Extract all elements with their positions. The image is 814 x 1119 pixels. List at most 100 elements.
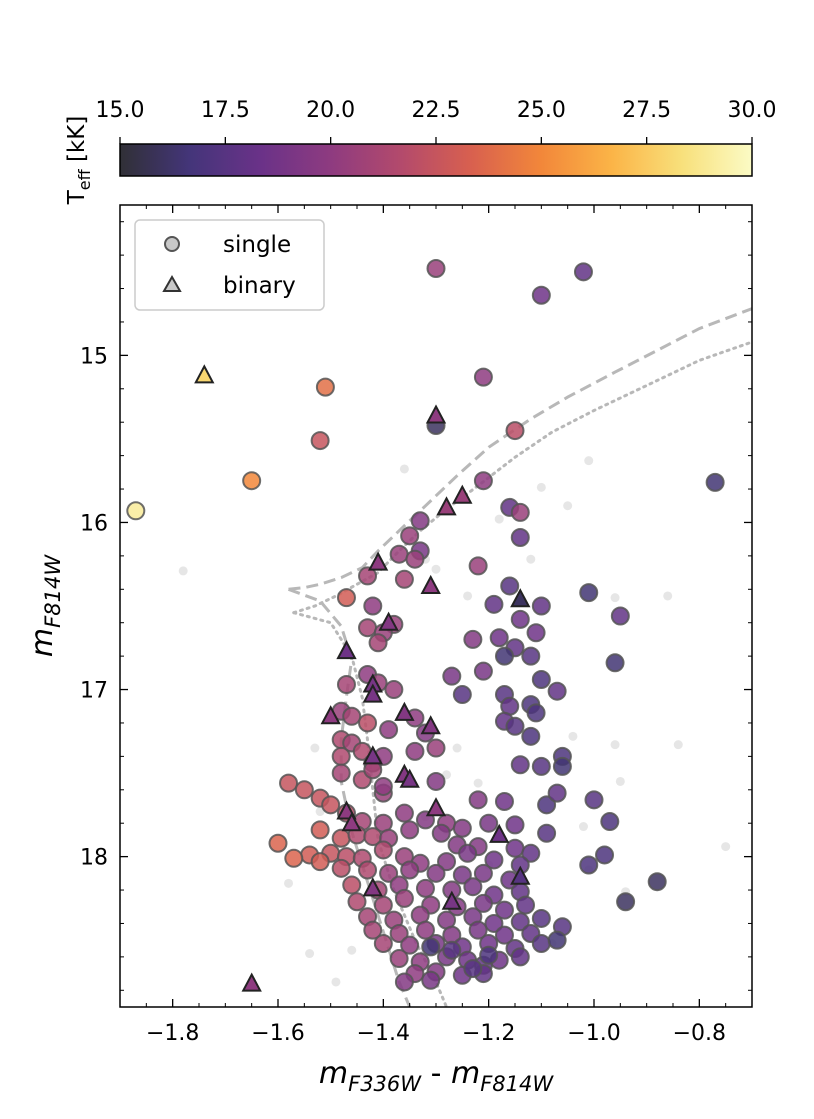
single-star-point — [358, 713, 378, 733]
single-star-point — [431, 823, 451, 843]
single-star-point — [531, 908, 551, 928]
background-point — [399, 464, 409, 474]
binary-star-point — [420, 574, 441, 594]
single-star-point — [510, 755, 530, 775]
colorbar-tick-label: 30.0 — [728, 98, 777, 123]
single-star-point — [479, 945, 499, 965]
single-star-point — [294, 780, 314, 800]
single-star-point — [284, 848, 304, 868]
single-star-point — [531, 596, 551, 616]
background-point — [673, 740, 683, 750]
single-star-point — [321, 795, 341, 815]
single-star-point — [363, 596, 383, 616]
single-star-point — [452, 865, 472, 885]
single-star-point — [510, 947, 530, 967]
x-tick-label: −1.0 — [567, 1021, 620, 1046]
single-star-point — [473, 661, 493, 681]
single-star-point — [510, 609, 530, 629]
background-point — [663, 591, 673, 601]
binary-star-point — [241, 972, 262, 992]
isochrone-dashed — [288, 307, 752, 591]
x-tick-label: −1.4 — [357, 1021, 410, 1046]
binary-star-point — [320, 705, 341, 725]
single-star-point — [531, 285, 551, 305]
single-star-point — [579, 583, 599, 603]
single-star-point — [437, 852, 457, 872]
binary-star-point — [441, 890, 462, 910]
colorbar: 15.0 17.5 20.0 22.5 25.0 27.5 30.0 Teff [kK] — [64, 98, 776, 205]
single-star-point — [373, 895, 393, 915]
binary-star-point — [362, 745, 383, 765]
background-point — [494, 514, 504, 524]
single-star-point — [484, 913, 504, 933]
single-star-point — [600, 812, 620, 832]
single-star-point — [394, 888, 414, 908]
single-star-point — [537, 795, 557, 815]
x-axis-title-sub1: F336W — [348, 1072, 422, 1096]
x-axis-ticks: −1.8 −1.6 −1.4 −1.2 −1.0 −0.8 — [119, 205, 753, 1046]
binary-star-point — [510, 865, 531, 885]
colorbar-label: Teff [kK] — [64, 116, 94, 206]
single-star-point — [400, 526, 420, 546]
background-point — [431, 564, 441, 574]
background-point — [610, 740, 620, 750]
single-star-point — [484, 594, 504, 614]
single-star-point — [415, 878, 435, 898]
background-point — [310, 743, 320, 753]
single-star-point — [331, 858, 351, 878]
binary-star-point — [452, 484, 473, 504]
single-star-point — [315, 377, 335, 397]
single-star-point — [521, 843, 541, 863]
background-point — [347, 945, 357, 955]
single-star-point — [400, 820, 420, 840]
y-tick-label: 15 — [80, 344, 108, 369]
single-star-point — [342, 875, 362, 895]
single-star-point — [400, 860, 420, 880]
colorbar-label-sub: eff — [75, 168, 94, 190]
single-star-point — [579, 855, 599, 875]
single-star-point — [463, 959, 483, 979]
single-star-point — [389, 923, 409, 943]
x-axis-title-sub2: F814W — [480, 1072, 554, 1096]
single-star-point — [279, 773, 299, 793]
single-star-point — [452, 685, 472, 705]
x-tick-label: −1.6 — [251, 1021, 304, 1046]
single-star-point — [336, 588, 356, 608]
single-star-point — [521, 726, 541, 746]
single-star-point — [494, 791, 514, 811]
single-star-point — [442, 940, 462, 960]
x-axis-title-sep: - — [421, 1056, 451, 1091]
single-star-point — [363, 920, 383, 940]
single-star-point — [394, 569, 414, 589]
binary-star-point — [362, 877, 383, 897]
single-star-point — [505, 815, 525, 835]
single-star-point — [368, 633, 388, 653]
single-star-point — [584, 790, 604, 810]
single-star-point — [484, 850, 504, 870]
single-star-point — [400, 935, 420, 955]
background-point — [610, 593, 620, 603]
single-star-point — [426, 771, 446, 791]
binary-star-point — [425, 404, 447, 424]
single-star-point — [458, 843, 478, 863]
single-star-point — [616, 892, 636, 912]
single-star-point — [647, 872, 667, 892]
single-star-point — [358, 618, 378, 638]
single-star-point — [505, 716, 525, 736]
single-star-point — [426, 738, 446, 758]
single-star-point — [494, 900, 514, 920]
y-axis-title-base: m — [25, 628, 60, 657]
background-point — [584, 456, 594, 466]
background-point — [463, 591, 473, 601]
legend-label-binary: binary — [223, 273, 296, 299]
single-star-point — [573, 262, 593, 282]
single-star-point — [531, 934, 551, 954]
single-star-point — [347, 892, 367, 912]
single-star-point — [705, 472, 725, 492]
single-star-point — [500, 576, 520, 596]
single-star-point — [331, 746, 351, 766]
colorbar-tick-label: 20.0 — [306, 98, 355, 123]
legend: single binary — [134, 219, 325, 311]
colorbar-label-unit: [kK] — [64, 116, 90, 170]
